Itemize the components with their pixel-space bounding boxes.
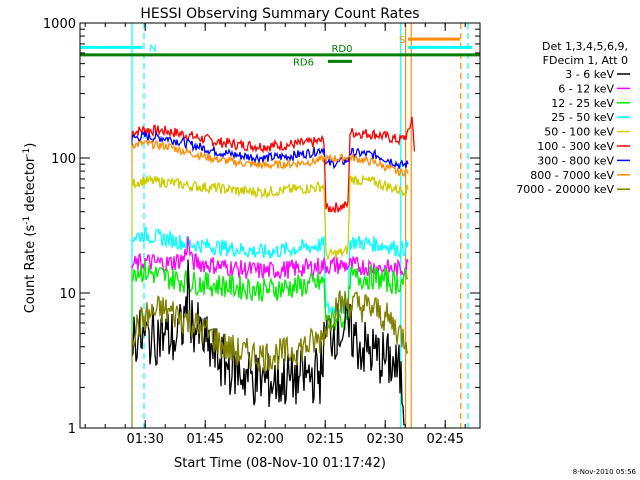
- x-axis: 01:30 01:45 02:00 02:15 02:30 02:45: [84, 23, 466, 447]
- flag-label-1: RD0: [331, 44, 352, 55]
- x-tick-label-1: 01:45: [186, 432, 223, 447]
- series-line-5: [131, 236, 409, 281]
- y-axis-label: Count Rate (s-1 detector-1): [22, 143, 38, 314]
- legend-label-1: 6 - 12 keV: [558, 82, 614, 95]
- series-line-3: [131, 174, 409, 260]
- legend-label-4: 50 - 100 keV: [544, 126, 614, 139]
- plot-area: N RD0 RD6 S: [79, 22, 481, 429]
- timestamp-stamp: 8-Nov-2010 05:56: [573, 468, 637, 476]
- legend-label-7: 800 - 7000 keV: [530, 169, 614, 182]
- chart-title: HESSI Observing Summary Count Rates: [140, 6, 419, 22]
- series-line-1: [131, 130, 409, 170]
- series-line-8: [131, 290, 409, 374]
- legend-label-8: 7000 - 20000 keV: [516, 183, 614, 196]
- y-tick-label-3: 1000: [43, 17, 76, 32]
- y-tick-label-1: 10: [59, 287, 76, 302]
- series-line-4: [131, 225, 409, 316]
- y-axis: 1 10 100 1000: [43, 17, 480, 437]
- x-tick-label-0: 01:30: [126, 432, 163, 447]
- legend-label-6: 300 - 800 keV: [537, 154, 614, 167]
- legend-label-3: 25 - 50 keV: [551, 111, 614, 124]
- legend-header-line-2: FDecim 1, Att 0: [543, 54, 628, 67]
- flag-label-0: N: [149, 43, 156, 54]
- x-tick-label-3: 02:15: [306, 432, 343, 447]
- legend-label-5: 100 - 300 keV: [537, 140, 614, 153]
- series-line-0: [131, 116, 416, 213]
- legend-header-line-1: Det 1,3,4,5,6,9,: [542, 40, 628, 53]
- y-tick-label-2: 100: [51, 152, 76, 167]
- legend-label-0: 3 - 6 keV: [565, 68, 614, 81]
- x-tick-label-2: 02:00: [246, 432, 283, 447]
- series-line-2: [131, 138, 409, 177]
- x-tick-label-4: 02:30: [366, 432, 403, 447]
- y-tick-label-0: 1: [68, 422, 76, 437]
- plot-frame: [79, 22, 481, 429]
- x-axis-label: Start Time (08-Nov-10 01:17:42): [174, 456, 386, 471]
- legend: Det 1,3,4,5,6,9, FDecim 1, Att 0 3 - 6 k…: [516, 40, 630, 196]
- flag-label-2: RD6: [293, 57, 314, 68]
- legend-label-2: 12 - 25 keV: [551, 97, 614, 110]
- flag-label-3: S: [399, 35, 405, 46]
- series-line-6: [131, 260, 409, 331]
- x-tick-label-5: 02:45: [426, 432, 463, 447]
